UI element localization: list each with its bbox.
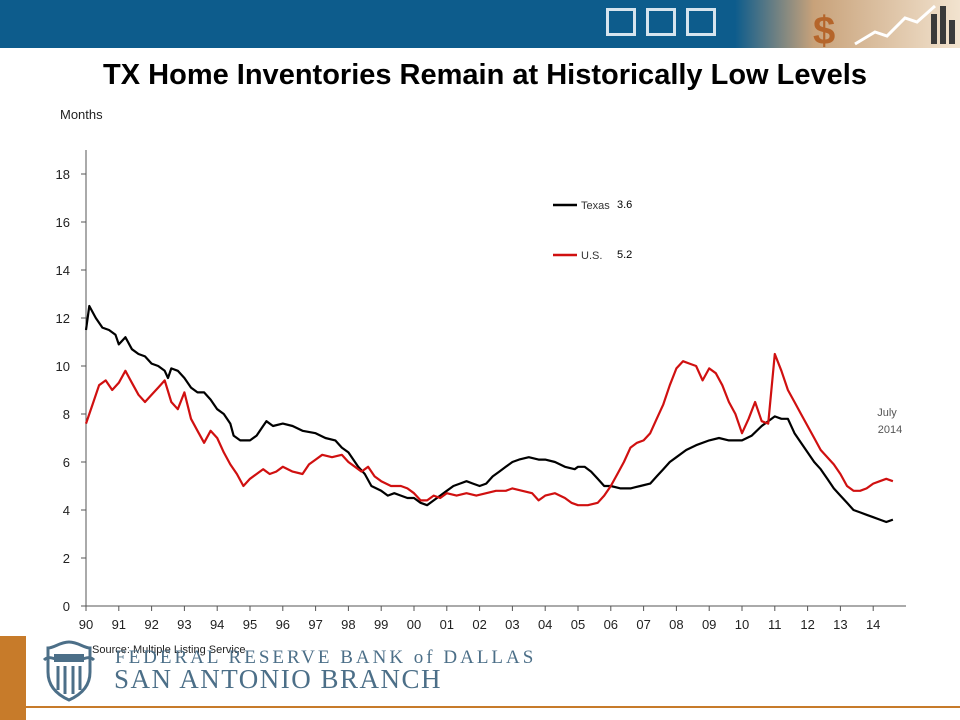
x-tick-label: 05 [571, 617, 585, 632]
x-tick-label: 04 [538, 617, 552, 632]
x-tick-label: 08 [669, 617, 683, 632]
x-tick-label: 96 [276, 617, 290, 632]
x-tick-label: 94 [210, 617, 224, 632]
header-decoration-square [686, 8, 716, 36]
x-tick-label: 03 [505, 617, 519, 632]
x-tick-label: 91 [112, 617, 126, 632]
finance-graph-icon: $ [813, 4, 955, 53]
branch-name: SAN ANTONIO BRANCH [114, 664, 443, 694]
legend-value-us: 5.2 [617, 249, 632, 261]
x-tick-label: 01 [440, 617, 454, 632]
y-tick-label: 2 [63, 551, 70, 566]
y-tick-label: 6 [63, 455, 70, 470]
y-tick-label: 0 [63, 599, 70, 614]
x-tick-label: 98 [341, 617, 355, 632]
header-finance-image: $ [735, 0, 960, 53]
y-tick-label: 16 [56, 215, 70, 230]
series-line-us [84, 352, 894, 507]
y-tick-label: 18 [56, 167, 70, 182]
y-tick-label: 14 [56, 263, 70, 278]
x-tick-label: 95 [243, 617, 257, 632]
header-decoration-square [606, 8, 636, 36]
annotation-year: 2014 [878, 424, 902, 436]
y-tick-label: 8 [63, 407, 70, 422]
source-note: Source: Multiple Listing Service [92, 644, 245, 656]
x-tick-label: 90 [79, 617, 93, 632]
x-tick-label: 13 [833, 617, 847, 632]
series-line-texas [84, 304, 894, 524]
svg-text:$: $ [813, 9, 835, 48]
legend-label-us: U.S. [581, 250, 602, 262]
legend-value-texas: 3.6 [617, 199, 632, 211]
y-axis-label: Months [60, 107, 103, 122]
x-tick-label: 12 [800, 617, 814, 632]
bank-name: FEDERAL RESERVE BANK of DALLAS [115, 647, 537, 668]
y-tick-label: 4 [63, 503, 70, 518]
x-tick-label: 99 [374, 617, 388, 632]
footer-accent-strip [0, 636, 26, 720]
y-tick-label: 10 [56, 359, 70, 374]
footer-divider [26, 706, 960, 708]
x-tick-label: 02 [472, 617, 486, 632]
x-tick-label: 00 [407, 617, 421, 632]
x-tick-label: 97 [308, 617, 322, 632]
x-tick-label: 06 [604, 617, 618, 632]
y-tick-label: 12 [56, 311, 70, 326]
x-tick-label: 10 [735, 617, 749, 632]
annotation-month: July [877, 407, 897, 419]
x-tick-label: 07 [636, 617, 650, 632]
federal-reserve-seal-icon [42, 640, 96, 702]
header-decoration-square [646, 8, 676, 36]
legend-label-texas: Texas [581, 200, 610, 212]
x-tick-label: 09 [702, 617, 716, 632]
x-tick-label: 11 [768, 617, 782, 632]
x-tick-label: 14 [866, 617, 880, 632]
x-tick-label: 93 [177, 617, 191, 632]
slide-title: TX Home Inventories Remain at Historical… [103, 59, 867, 91]
x-tick-label: 92 [144, 617, 158, 632]
